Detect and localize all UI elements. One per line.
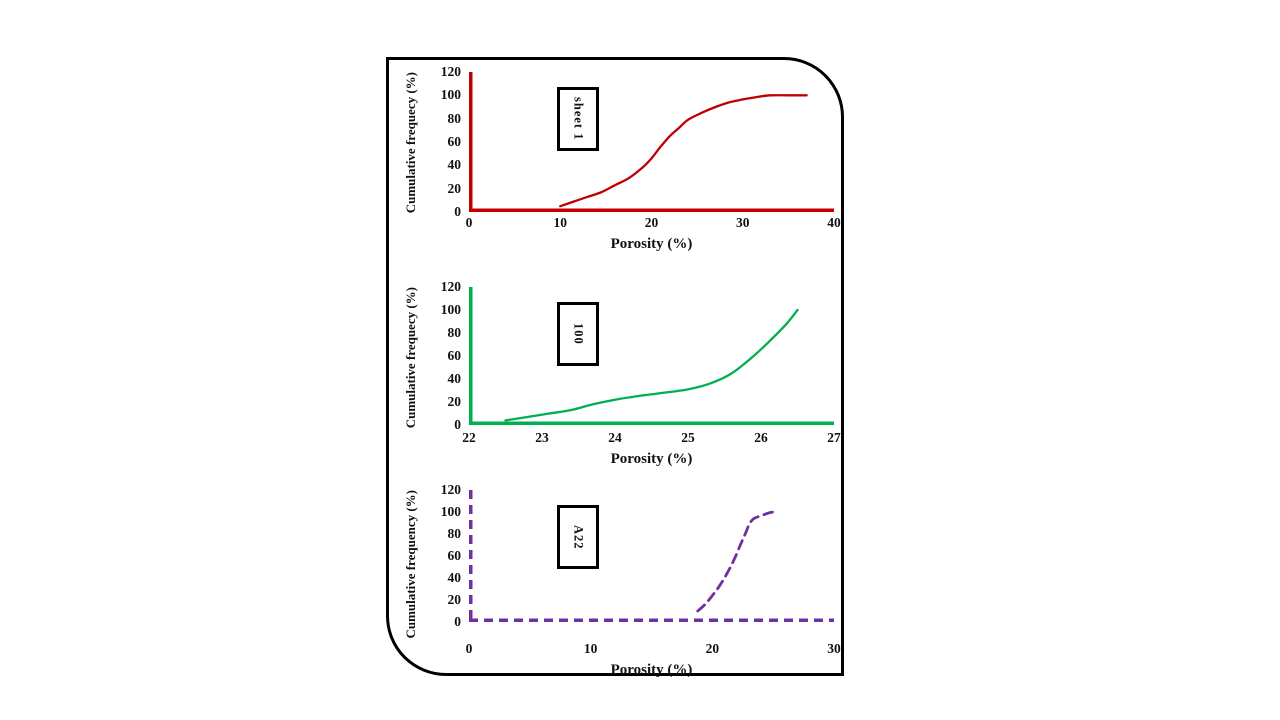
x-axis-ticks: 0 10 20 30 40 bbox=[465, 213, 841, 233]
y-axis-ticks: 0 20 40 60 80 100 120 bbox=[423, 279, 469, 432]
chart-svg bbox=[469, 490, 834, 622]
x-tick-label: 20 bbox=[644, 215, 659, 231]
y-tick-label: 20 bbox=[447, 180, 462, 196]
y-tick-label: 100 bbox=[440, 302, 461, 317]
figure-frame: Cumulative frequecy (%) 0 20 40 60 80 100 120 … bbox=[386, 57, 844, 678]
y-axis-title: Cumulative frequency (%) bbox=[403, 490, 418, 639]
y-axis-ticks: 0 20 40 60 80 100 120 bbox=[423, 482, 469, 629]
x-tick-label: 24 bbox=[608, 430, 622, 446]
x-axis-title: Porosity (%) bbox=[610, 661, 693, 678]
x-tick-label: 30 bbox=[827, 640, 841, 656]
series-curve bbox=[504, 308, 799, 422]
y-tick-label: 20 bbox=[447, 592, 462, 607]
y-tick-label: 20 bbox=[447, 394, 462, 409]
y-tick-label: 60 bbox=[447, 348, 462, 363]
legend-box: A22 bbox=[557, 505, 599, 569]
plot-area: sheet 1 bbox=[469, 72, 834, 213]
chart-svg bbox=[469, 72, 834, 212]
chart-100: Cumulative frequecy (%) 0 20 40 60 80 100 120 … bbox=[399, 279, 841, 472]
x-tick-label: 40 bbox=[827, 215, 841, 231]
x-tick-label: 26 bbox=[754, 430, 768, 446]
legend-label: A22 bbox=[571, 524, 586, 550]
legend-label: 100 bbox=[571, 323, 586, 345]
y-tick-label: 80 bbox=[447, 526, 462, 541]
y-tick-label: 80 bbox=[447, 110, 462, 126]
chart-a22: Cumulative frequency (%) 0 20 40 60 80 100 120… bbox=[399, 482, 841, 683]
chart-svg bbox=[469, 287, 834, 425]
plot-area: 100 bbox=[469, 287, 834, 428]
y-tick-label: 40 bbox=[447, 371, 462, 386]
plot-area: A22 bbox=[469, 490, 834, 639]
y-axis-ticks: 0 20 40 60 80 100 120 bbox=[423, 64, 469, 219]
y-tick-label: 0 bbox=[454, 417, 461, 432]
legend-box: sheet 1 bbox=[557, 87, 599, 151]
x-axis-title: Porosity (%) bbox=[610, 236, 693, 253]
x-tick-label: 22 bbox=[462, 430, 476, 446]
y-tick-label: 120 bbox=[440, 482, 461, 497]
chart-sheet-1: Cumulative frequecy (%) 0 20 40 60 80 100 120 … bbox=[399, 64, 841, 257]
y-axis-title: Cumulative frequecy (%) bbox=[403, 72, 418, 214]
x-tick-label: 0 bbox=[465, 215, 473, 231]
x-tick-label: 10 bbox=[583, 640, 598, 656]
y-tick-label: 120 bbox=[440, 279, 461, 294]
series-curve bbox=[696, 510, 775, 613]
y-tick-label: 60 bbox=[447, 548, 462, 563]
series-curve bbox=[559, 94, 808, 208]
y-tick-label: 0 bbox=[454, 204, 461, 219]
x-tick-label: 10 bbox=[553, 215, 568, 231]
x-tick-label: 27 bbox=[827, 430, 841, 446]
x-axis-ticks: 0 10 20 30 bbox=[465, 639, 841, 659]
y-tick-label: 100 bbox=[440, 504, 461, 519]
y-tick-label: 60 bbox=[447, 134, 462, 149]
y-tick-label: 40 bbox=[447, 157, 462, 173]
y-tick-label: 100 bbox=[440, 87, 461, 103]
y-tick-label: 120 bbox=[440, 64, 461, 79]
y-tick-label: 0 bbox=[454, 614, 461, 629]
legend-box: 100 bbox=[557, 302, 599, 366]
y-tick-label: 40 bbox=[447, 570, 462, 585]
y-tick-label: 80 bbox=[447, 325, 462, 340]
x-axis-title: Porosity (%) bbox=[610, 451, 693, 468]
x-tick-label: 20 bbox=[705, 640, 720, 656]
y-axis-title: Cumulative frequecy (%) bbox=[403, 287, 418, 429]
x-tick-label: 0 bbox=[465, 640, 473, 656]
legend-label: sheet 1 bbox=[571, 97, 586, 141]
x-tick-label: 23 bbox=[535, 430, 549, 446]
x-axis-ticks: 22 23 24 25 26 27 bbox=[462, 428, 841, 448]
x-tick-label: 25 bbox=[681, 430, 695, 446]
x-tick-label: 30 bbox=[736, 215, 750, 231]
